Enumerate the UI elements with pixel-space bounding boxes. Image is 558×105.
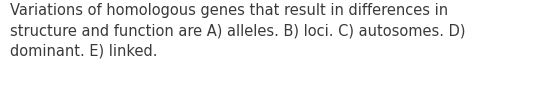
Text: Variations of homologous genes that result in differences in
structure and funct: Variations of homologous genes that resu… — [10, 3, 465, 59]
